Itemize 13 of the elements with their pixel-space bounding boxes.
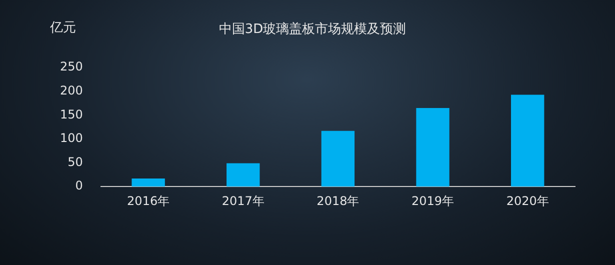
- y-tick-label: 50: [68, 154, 83, 169]
- x-tick-label: 2020年: [506, 194, 549, 208]
- chart-title: 中国3D玻璃盖板市场规模及预测: [218, 21, 406, 38]
- y-tick-label: 200: [60, 84, 83, 98]
- y-tick-label: 250: [60, 60, 83, 74]
- x-tick-label: 2019年: [412, 194, 454, 208]
- x-tick-label: 2017年: [222, 194, 264, 208]
- y-axis-title: 亿元: [49, 20, 76, 36]
- y-tick-label: 150: [60, 107, 83, 122]
- x-tick-label: 2016年: [127, 194, 170, 208]
- y-tick-label: 0: [75, 178, 83, 193]
- y-tick-label: 100: [60, 131, 83, 146]
- x-tick-label: 2018年: [316, 194, 360, 208]
